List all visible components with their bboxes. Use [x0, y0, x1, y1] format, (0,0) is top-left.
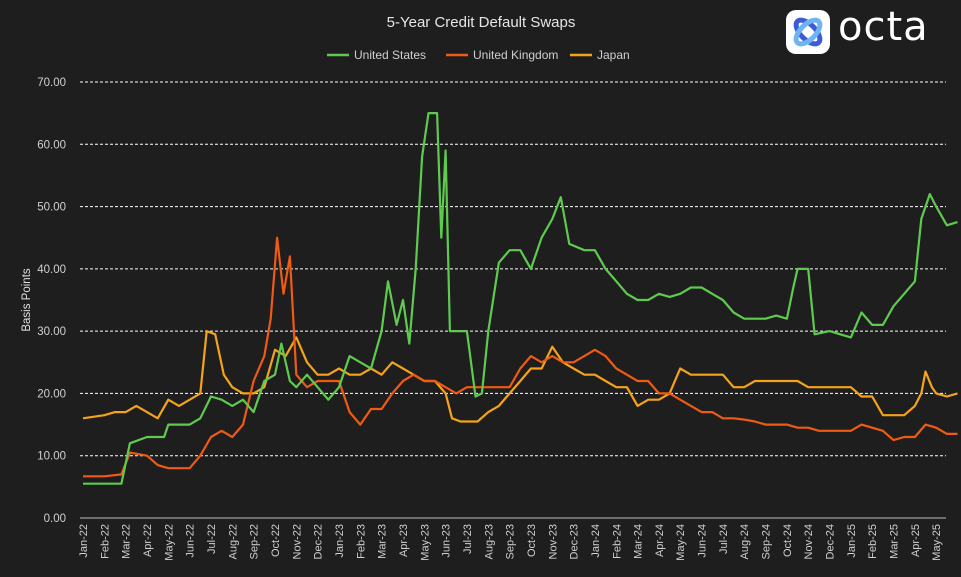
x-tick-label: Mar-25	[889, 524, 901, 559]
x-tick-label: Feb-23	[355, 524, 367, 559]
x-tick-label: May-24	[675, 524, 687, 561]
x-tick-label: Sep-24	[761, 524, 773, 559]
chart-title: 5-Year Credit Default Swaps	[387, 14, 576, 31]
x-tick-label: May-25	[931, 524, 943, 561]
x-tick-label: Oct-23	[526, 524, 538, 557]
x-tick-label: Oct-22	[270, 524, 282, 557]
x-tick-label: Aug-22	[227, 524, 239, 559]
x-tick-label: May-22	[163, 524, 175, 561]
x-tick-label: Apr-22	[142, 524, 154, 557]
x-tick-label: Jul-22	[206, 524, 218, 554]
x-tick-label: Feb-22	[99, 524, 111, 559]
gridlines	[80, 81, 946, 519]
octa-logo-mark	[786, 10, 830, 54]
y-tick-label: 0.00	[44, 513, 66, 525]
x-tick-label: Jun-23	[441, 524, 453, 558]
y-tick-label: 60.00	[37, 139, 66, 151]
x-tick-label: Oct-24	[782, 524, 794, 557]
x-tick-label: Jan-25	[846, 524, 858, 558]
x-tick-label: Apr-23	[398, 524, 410, 557]
x-tick-label: Sep-23	[505, 524, 517, 559]
y-tick-label: 50.00	[37, 202, 66, 214]
x-tick-label: Dec-24	[825, 524, 837, 559]
x-axis-ticks: Jan-22 Feb-22 Mar-22 Apr-22 May-22 Jun-22 Jul-…	[78, 524, 943, 561]
x-tick-label: Apr-25	[910, 524, 922, 557]
x-tick-label: Nov-22	[291, 524, 303, 559]
octa-logo-text: octa	[838, 4, 929, 50]
x-tick-label: Dec-23	[569, 524, 581, 559]
x-tick-label: Nov-24	[803, 524, 815, 559]
x-tick-label: Sep-22	[249, 524, 261, 559]
series-group	[82, 111, 958, 485]
x-tick-label: Nov-23	[547, 524, 559, 559]
x-tick-label: Jul-24	[718, 524, 730, 554]
octa-logo: octa	[786, 4, 946, 56]
x-tick-label: Mar-22	[121, 524, 133, 559]
y-tick-label: 10.00	[37, 451, 66, 463]
y-tick-label: 70.00	[37, 77, 66, 89]
x-tick-label: Aug-24	[739, 524, 751, 559]
series-line-united-states	[83, 111, 958, 485]
x-tick-label: Jun-24	[697, 524, 709, 558]
series-line-japan	[82, 330, 958, 423]
x-tick-label: Jan-24	[590, 524, 602, 558]
y-axis-label: Basis Points	[21, 268, 33, 332]
y-tick-label: 30.00	[37, 326, 66, 338]
x-tick-label: Mar-23	[377, 524, 389, 559]
legend-label-united-kingdom: United Kingdom	[473, 48, 558, 62]
legend-label-japan: Japan	[597, 48, 630, 62]
x-tick-label: Jan-23	[334, 524, 346, 558]
x-tick-label: Aug-23	[483, 524, 495, 559]
y-tick-label: 40.00	[37, 264, 66, 276]
y-axis-ticks: 0.00 10.00 20.00 30.00 40.00 50.00 60.00 70.00	[37, 77, 66, 525]
legend: United States United Kingdom Japan	[327, 48, 630, 62]
x-tick-label: Jul-23	[462, 524, 474, 554]
x-tick-label: May-23	[419, 524, 431, 561]
x-tick-label: Dec-22	[313, 524, 325, 559]
x-tick-label: Feb-25	[867, 524, 879, 559]
x-tick-label: Jan-22	[78, 524, 90, 558]
x-tick-label: Mar-24	[633, 524, 645, 559]
x-tick-label: Jun-22	[185, 524, 197, 558]
x-tick-label: Apr-24	[654, 524, 666, 557]
legend-label-united-states: United States	[354, 48, 426, 62]
x-tick-label: Feb-24	[611, 524, 623, 559]
series-line-united-kingdom	[83, 236, 958, 478]
y-tick-label: 20.00	[37, 388, 66, 400]
